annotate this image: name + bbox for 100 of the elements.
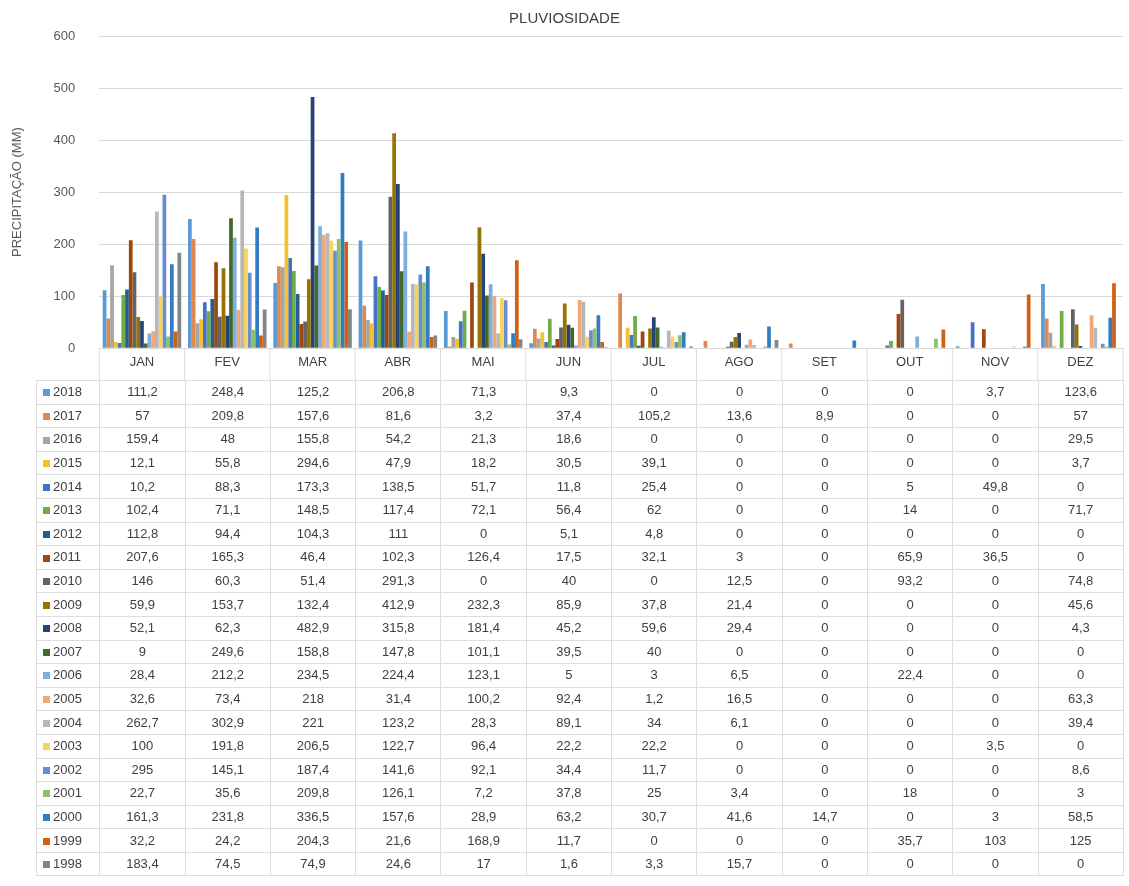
data-label: 3,7: [1038, 451, 1124, 475]
data-label: 157,6: [355, 805, 441, 829]
data-label: 181,4: [440, 616, 527, 641]
data-label: 59,6: [611, 616, 697, 641]
bar: [110, 265, 114, 348]
legend-label: 2004: [36, 710, 100, 735]
data-label: 14,7: [782, 805, 868, 829]
bar: [636, 345, 641, 348]
data-label: 34: [611, 710, 697, 735]
bar: [585, 336, 590, 348]
data-label: 62,3: [185, 616, 271, 641]
data-label: 3,3: [611, 852, 697, 876]
bar: [418, 274, 423, 348]
data-label: 17: [440, 852, 527, 876]
data-label: 55,8: [185, 451, 271, 475]
bar: [678, 335, 682, 348]
bar: [592, 328, 597, 348]
data-label: 39,4: [1038, 710, 1124, 735]
bar: [481, 253, 486, 348]
data-label: 59,9: [99, 592, 186, 617]
legend-label: 2018: [36, 380, 100, 405]
data-label: 8,9: [782, 404, 868, 428]
data-label: 13,6: [696, 404, 783, 428]
bar: [121, 294, 126, 348]
bar: [333, 250, 337, 348]
data-label: 6,1: [696, 710, 783, 735]
bar: [547, 318, 552, 348]
data-label: 206,8: [355, 380, 441, 405]
data-label: 4,8: [611, 522, 697, 546]
bar: [143, 343, 148, 348]
data-label: 102,4: [99, 498, 186, 523]
data-label: 12,1: [99, 451, 186, 475]
data-label: 0: [782, 828, 868, 853]
bar: [169, 264, 174, 348]
data-label: 0: [782, 687, 868, 711]
data-label: 0: [867, 758, 953, 782]
data-label: 21,6: [355, 828, 441, 853]
bar: [625, 327, 630, 348]
legend-label: 1999: [36, 828, 100, 853]
bar: [507, 344, 512, 348]
bar: [532, 328, 537, 348]
data-label: 11,8: [526, 474, 612, 499]
data-label: 0: [696, 498, 783, 523]
data-label: 148,5: [270, 498, 356, 523]
bar: [277, 266, 281, 348]
bar: [1071, 309, 1075, 348]
data-label: 57: [1038, 404, 1124, 428]
bar: [500, 298, 504, 348]
data-label: 187,4: [270, 758, 356, 782]
data-label: 0: [782, 380, 868, 405]
data-label: 0: [952, 569, 1039, 593]
data-label: 0: [782, 734, 868, 758]
data-label: 35,6: [185, 781, 271, 806]
bar: [195, 323, 200, 348]
x-tick-label: JUL: [642, 353, 666, 369]
bar: [280, 267, 285, 348]
data-label: 234,5: [270, 663, 356, 688]
data-label: 0: [952, 852, 1039, 876]
data-label: 94,4: [185, 522, 271, 546]
bar: [451, 337, 456, 348]
data-label: 0: [952, 710, 1039, 735]
data-label: 81,6: [355, 404, 441, 428]
data-label: 209,8: [270, 781, 356, 806]
bar: [151, 331, 156, 348]
data-label: 102,3: [355, 545, 441, 570]
x-tick-label: JUN: [555, 353, 582, 369]
x-tick-label: FEV: [214, 353, 241, 369]
y-tick-label: 600: [53, 27, 76, 43]
data-label: 25: [611, 781, 697, 806]
data-label: 0: [867, 451, 953, 475]
data-label: 0: [696, 427, 783, 452]
data-label: 92,4: [526, 687, 612, 711]
data-label: 52,1: [99, 616, 186, 641]
data-label: 0: [782, 616, 868, 641]
data-label: 147,8: [355, 640, 441, 664]
bar: [540, 332, 545, 348]
x-tick-label: SET: [811, 353, 838, 369]
legend-label: 2006: [36, 663, 100, 688]
data-label: 126,4: [440, 545, 527, 570]
data-label: 30,7: [611, 805, 697, 829]
data-label: 60,3: [185, 569, 271, 593]
data-label: 45,2: [526, 616, 612, 641]
bar: [410, 284, 415, 348]
data-label: 40: [611, 640, 697, 664]
data-label: 16,5: [696, 687, 783, 711]
bar: [407, 331, 411, 348]
data-label: 39,1: [611, 451, 697, 475]
data-label: 5: [867, 474, 953, 499]
data-label: 0: [867, 640, 953, 664]
bar: [229, 218, 233, 348]
y-tick-label: 0: [68, 339, 76, 355]
data-label: 0: [952, 687, 1039, 711]
data-label: 71,3: [440, 380, 527, 405]
data-label: 248,4: [185, 380, 271, 405]
data-label: 28,9: [440, 805, 527, 829]
data-label: 132,4: [270, 592, 356, 617]
data-label: 8,6: [1038, 758, 1124, 782]
data-label: 105,2: [611, 404, 697, 428]
data-label: 111,2: [99, 380, 186, 405]
legend-label: 2001: [36, 781, 100, 806]
